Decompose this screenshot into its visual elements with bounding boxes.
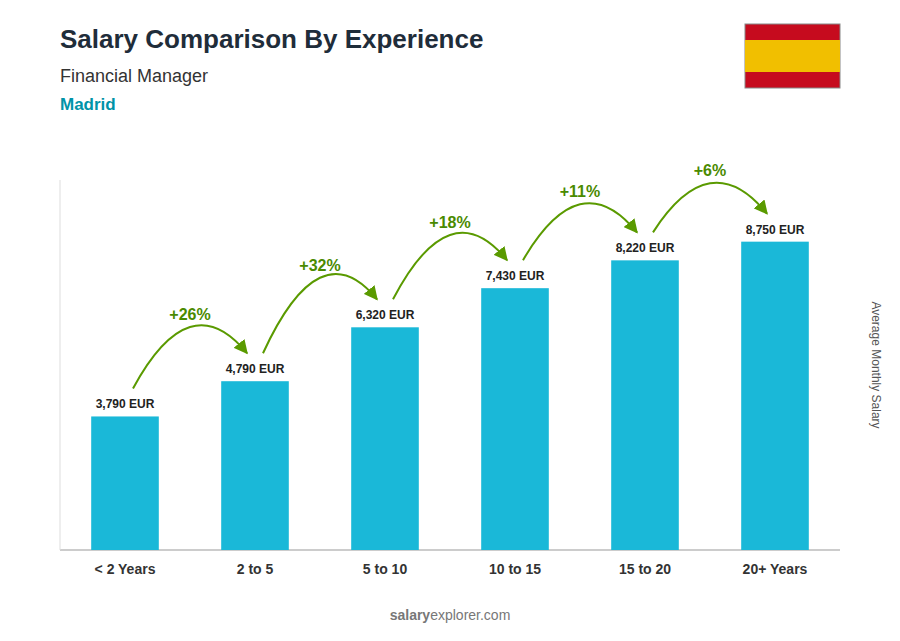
subtitle: Financial Manager (60, 66, 208, 86)
data-label: 7,430 EUR (486, 269, 545, 283)
x-tick-label: 10 to 15 (489, 561, 541, 577)
data-label: 8,750 EUR (746, 223, 805, 237)
change-label: +26% (169, 306, 210, 323)
chart-container: Salary Comparison By Experience Financial… (0, 0, 900, 641)
y-axis-line (60, 180, 61, 550)
x-tick-label: 5 to 10 (363, 561, 408, 577)
change-label: +32% (299, 257, 340, 274)
change-label: +18% (429, 214, 470, 231)
x-tick-label: 20+ Years (743, 561, 808, 577)
data-label: 8,220 EUR (616, 241, 675, 255)
bars (91, 242, 809, 550)
title: Salary Comparison By Experience (60, 24, 483, 54)
bar (611, 260, 679, 550)
change-label: +6% (694, 162, 726, 179)
watermark: salaryexplorer.com (390, 607, 511, 623)
bar (481, 288, 549, 550)
x-tick-label: < 2 Years (95, 561, 156, 577)
watermark-bold: salary (390, 607, 431, 623)
flag-red (745, 24, 840, 88)
bar (351, 327, 419, 550)
bar (741, 242, 809, 550)
y-axis-label: Average Monthly Salary (869, 301, 883, 428)
change-arrow (263, 274, 377, 353)
change-arrow (653, 183, 767, 233)
data-label: 6,320 EUR (356, 308, 415, 322)
change-arrow (393, 233, 507, 299)
data-label: 4,790 EUR (226, 362, 285, 376)
x-tick-label: 2 to 5 (237, 561, 274, 577)
flag (745, 24, 840, 88)
chart: Salary Comparison By Experience Financial… (0, 0, 900, 641)
bar (221, 381, 289, 550)
watermark-regular: explorer.com (430, 607, 510, 623)
bar (91, 416, 159, 550)
x-tick-label: 15 to 20 (619, 561, 671, 577)
change-arrow (133, 325, 247, 388)
flag-yellow (745, 40, 840, 72)
x-axis-line (60, 550, 840, 551)
change-label: +11% (560, 183, 600, 200)
city: Madrid (60, 95, 116, 114)
data-label: 3,790 EUR (96, 397, 155, 411)
change-arrow (523, 203, 637, 260)
